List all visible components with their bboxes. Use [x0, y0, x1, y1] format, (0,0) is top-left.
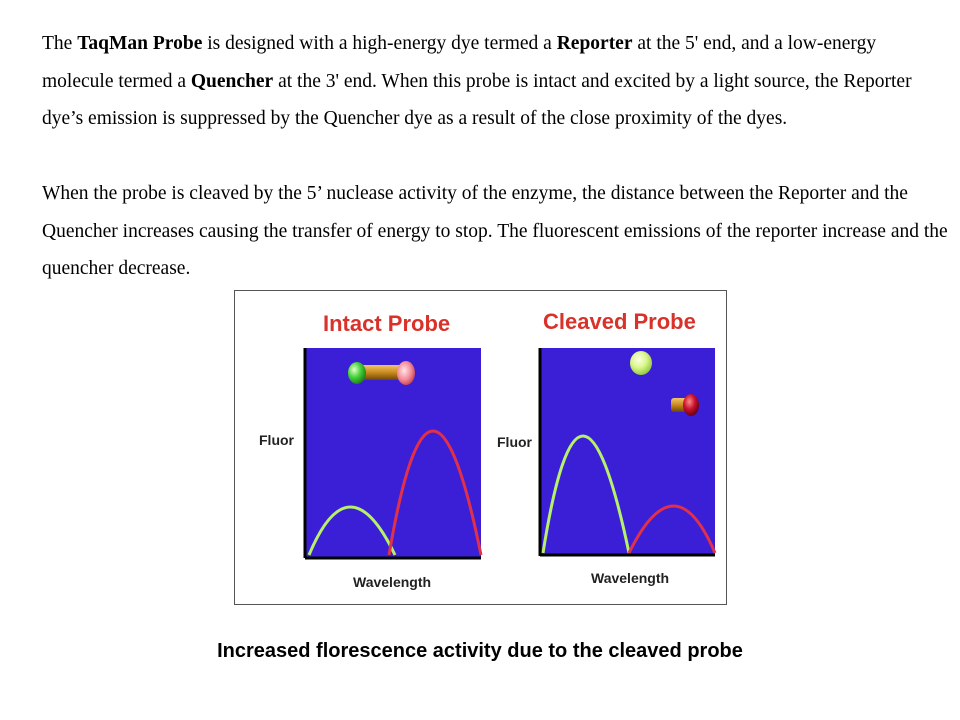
quencher-curve-cleaved [627, 504, 717, 554]
intro-paragraph: The TaqMan Probe is designed with a high… [42, 25, 952, 138]
text-segment: at the 5' end, and a low-energy molecule… [42, 33, 877, 92]
taqman-figure: Intact Probe Fluor Wavelength Cleaved Pr… [234, 290, 727, 605]
figure-caption: Increased florescence activity due to th… [217, 640, 743, 662]
quencher-dye-intact [397, 361, 415, 385]
y-label-intact: Fluor [259, 432, 295, 448]
quencher-dye-cleaved [683, 394, 699, 416]
reporter-dye-cleaved [630, 351, 652, 375]
y-label-cleaved: Fluor [497, 434, 533, 450]
x-label-intact: Wavelength [353, 574, 431, 590]
figure-svg: Intact Probe Fluor Wavelength Cleaved Pr… [259, 309, 717, 590]
text-segment: The [42, 33, 78, 54]
plot-area-cleaved [540, 348, 715, 554]
text-segment: at the 3' end. When this probe is intact… [42, 70, 912, 130]
reporter-curve-cleaved [541, 434, 631, 554]
term-taqman-probe: TaqMan Probe [77, 33, 203, 54]
text-segment: is designed with a high-energy dye terme… [202, 33, 557, 54]
term-quencher: Quencher [190, 70, 274, 92]
x-label-cleaved: Wavelength [591, 570, 669, 586]
probe-linker-intact [357, 365, 407, 380]
term-reporter: Reporter [556, 33, 633, 54]
cleavage-paragraph: When the probe is cleaved by the 5’ nucl… [42, 183, 948, 279]
panel-title-cleaved: Cleaved Probe [543, 309, 696, 334]
reporter-dye-intact [348, 362, 366, 384]
quencher-curve-intact [387, 429, 483, 556]
reporter-curve-intact [307, 505, 397, 556]
panel-title-intact: Intact Probe [323, 311, 450, 336]
